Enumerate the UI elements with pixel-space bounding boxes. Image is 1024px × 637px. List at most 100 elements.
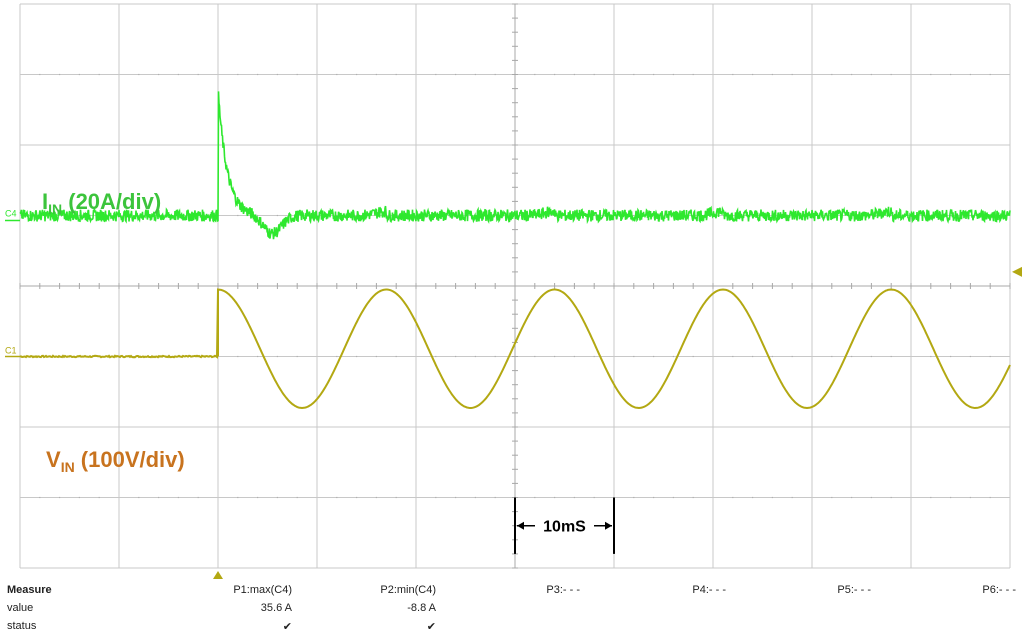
trigger-level-marker [1012,266,1022,277]
grid-minor-dot [237,73,239,76]
grid-minor-dot [870,73,872,76]
grid-minor-dot [633,214,635,217]
grid-minor-dot [950,355,952,358]
grid-minor-dot [752,73,754,76]
grid-minor-dot [930,73,932,76]
measure-param-status: ✔ [426,621,436,633]
grid-minor-dot [237,355,239,358]
grid-minor-dot [138,496,140,499]
grid-minor-dot [950,73,952,76]
channel-tag-c1: C1 [5,346,17,356]
annotation-arrowhead-left [517,521,524,530]
grid-minor-dot [276,496,278,499]
grid-minor-dot [771,496,773,499]
grid-minor-dot [138,73,140,76]
grid-minor-dot [474,496,476,499]
time-per-div-label: 10mS [543,519,586,536]
grid-minor-dot [989,355,991,358]
grid-minor-dot [672,496,674,499]
grid-minor-dot [474,73,476,76]
current-label-subscript: IN [48,201,62,217]
grid-minor-dot [950,496,952,499]
grid-minor-dot [969,496,971,499]
grid-minor-dot [930,214,932,217]
grid-minor-dot [672,73,674,76]
grid-minor-dot [257,355,259,358]
grid-minor-dot [573,73,575,76]
grid-minor-dot [831,73,833,76]
grid-minor-dot [692,496,694,499]
grid-minor-dot [890,355,892,358]
grid-minor-dot [653,355,655,358]
grid-minor-dot [554,355,556,358]
voltage-label-subscript: IN [61,459,75,475]
measure-row-status-label: status [7,620,37,632]
grid-minor-dot [455,496,457,499]
grid-minor-dot [870,214,872,217]
voltage-label-main: V [46,447,61,472]
grid-minor-dot [534,496,536,499]
grid-minor-dot [356,355,358,358]
voltage-label: VIN (100V/div) [46,447,185,475]
grid-minor-dot [494,496,496,499]
grid-minor-dot [494,214,496,217]
grid-minor-dot [930,496,932,499]
grid-minor-dot [435,496,437,499]
measure-param-value: -8.8 A [407,602,436,614]
grid-minor-dot [435,355,437,358]
grid-minor-dot [39,73,41,76]
grid-minor-dot [296,73,298,76]
grid-minor-dot [593,496,595,499]
grid-minor-dot [534,73,536,76]
grid-minor-dot [752,355,754,358]
measure-param-name: P2:min(C4) [380,584,436,596]
grid-minor-dot [890,73,892,76]
measure-row-value-label: value [7,602,34,614]
grid-minor-dot [276,73,278,76]
grid-minor-dot [59,73,61,76]
grid-minor-dot [573,496,575,499]
grid-minor-dot [732,496,734,499]
grid-minor-dot [356,496,358,499]
measure-param-name: P4:- - - [692,584,726,596]
grid-minor-dot [831,496,833,499]
grid-minor-dot [395,496,397,499]
grid-minor-dot [771,73,773,76]
graticule [19,3,1011,569]
grid-minor-dot [752,496,754,499]
grid-minor-dot [851,355,853,358]
current-label-main: I [42,189,48,214]
grid-minor-dot [633,73,635,76]
grid-minor-dot [435,73,437,76]
measure-panel: Measure value status P1:max(C4) 35.6 A ✔ P2… [0,582,1024,637]
grid-minor-dot [78,496,80,499]
grid-minor-dot [593,355,595,358]
grid-minor-dot [138,214,140,217]
grid-minor-dot [851,73,853,76]
grid-minor-dot [59,496,61,499]
grid-minor-dot [257,73,259,76]
grid-minor-dot [375,496,377,499]
grid-minor-dot [890,496,892,499]
measure-param-value: 35.6 A [260,602,292,614]
grid-minor-dot [554,496,556,499]
measure-param-name: P1:max(C4) [233,584,292,596]
grid-minor-dot [375,355,377,358]
grid-minor-dot [653,73,655,76]
traces [19,91,1011,410]
grid-minor-dot [672,355,674,358]
grid-minor-dot [336,496,338,499]
grid-minor-dot [197,496,199,499]
grid-minor-dot [870,496,872,499]
grid-minor-dot [989,496,991,499]
voltage-label-scale: (100V/div) [75,447,185,472]
grid-minor-dot [39,496,41,499]
grid-minor-dot [633,496,635,499]
grid-minor-dot [395,355,397,358]
grid-minor-dot [59,214,61,217]
grid-minor-dot [732,355,734,358]
grid-minor-dot [276,355,278,358]
grid-minor-dot [98,496,100,499]
grid-minor-dot [237,214,239,217]
